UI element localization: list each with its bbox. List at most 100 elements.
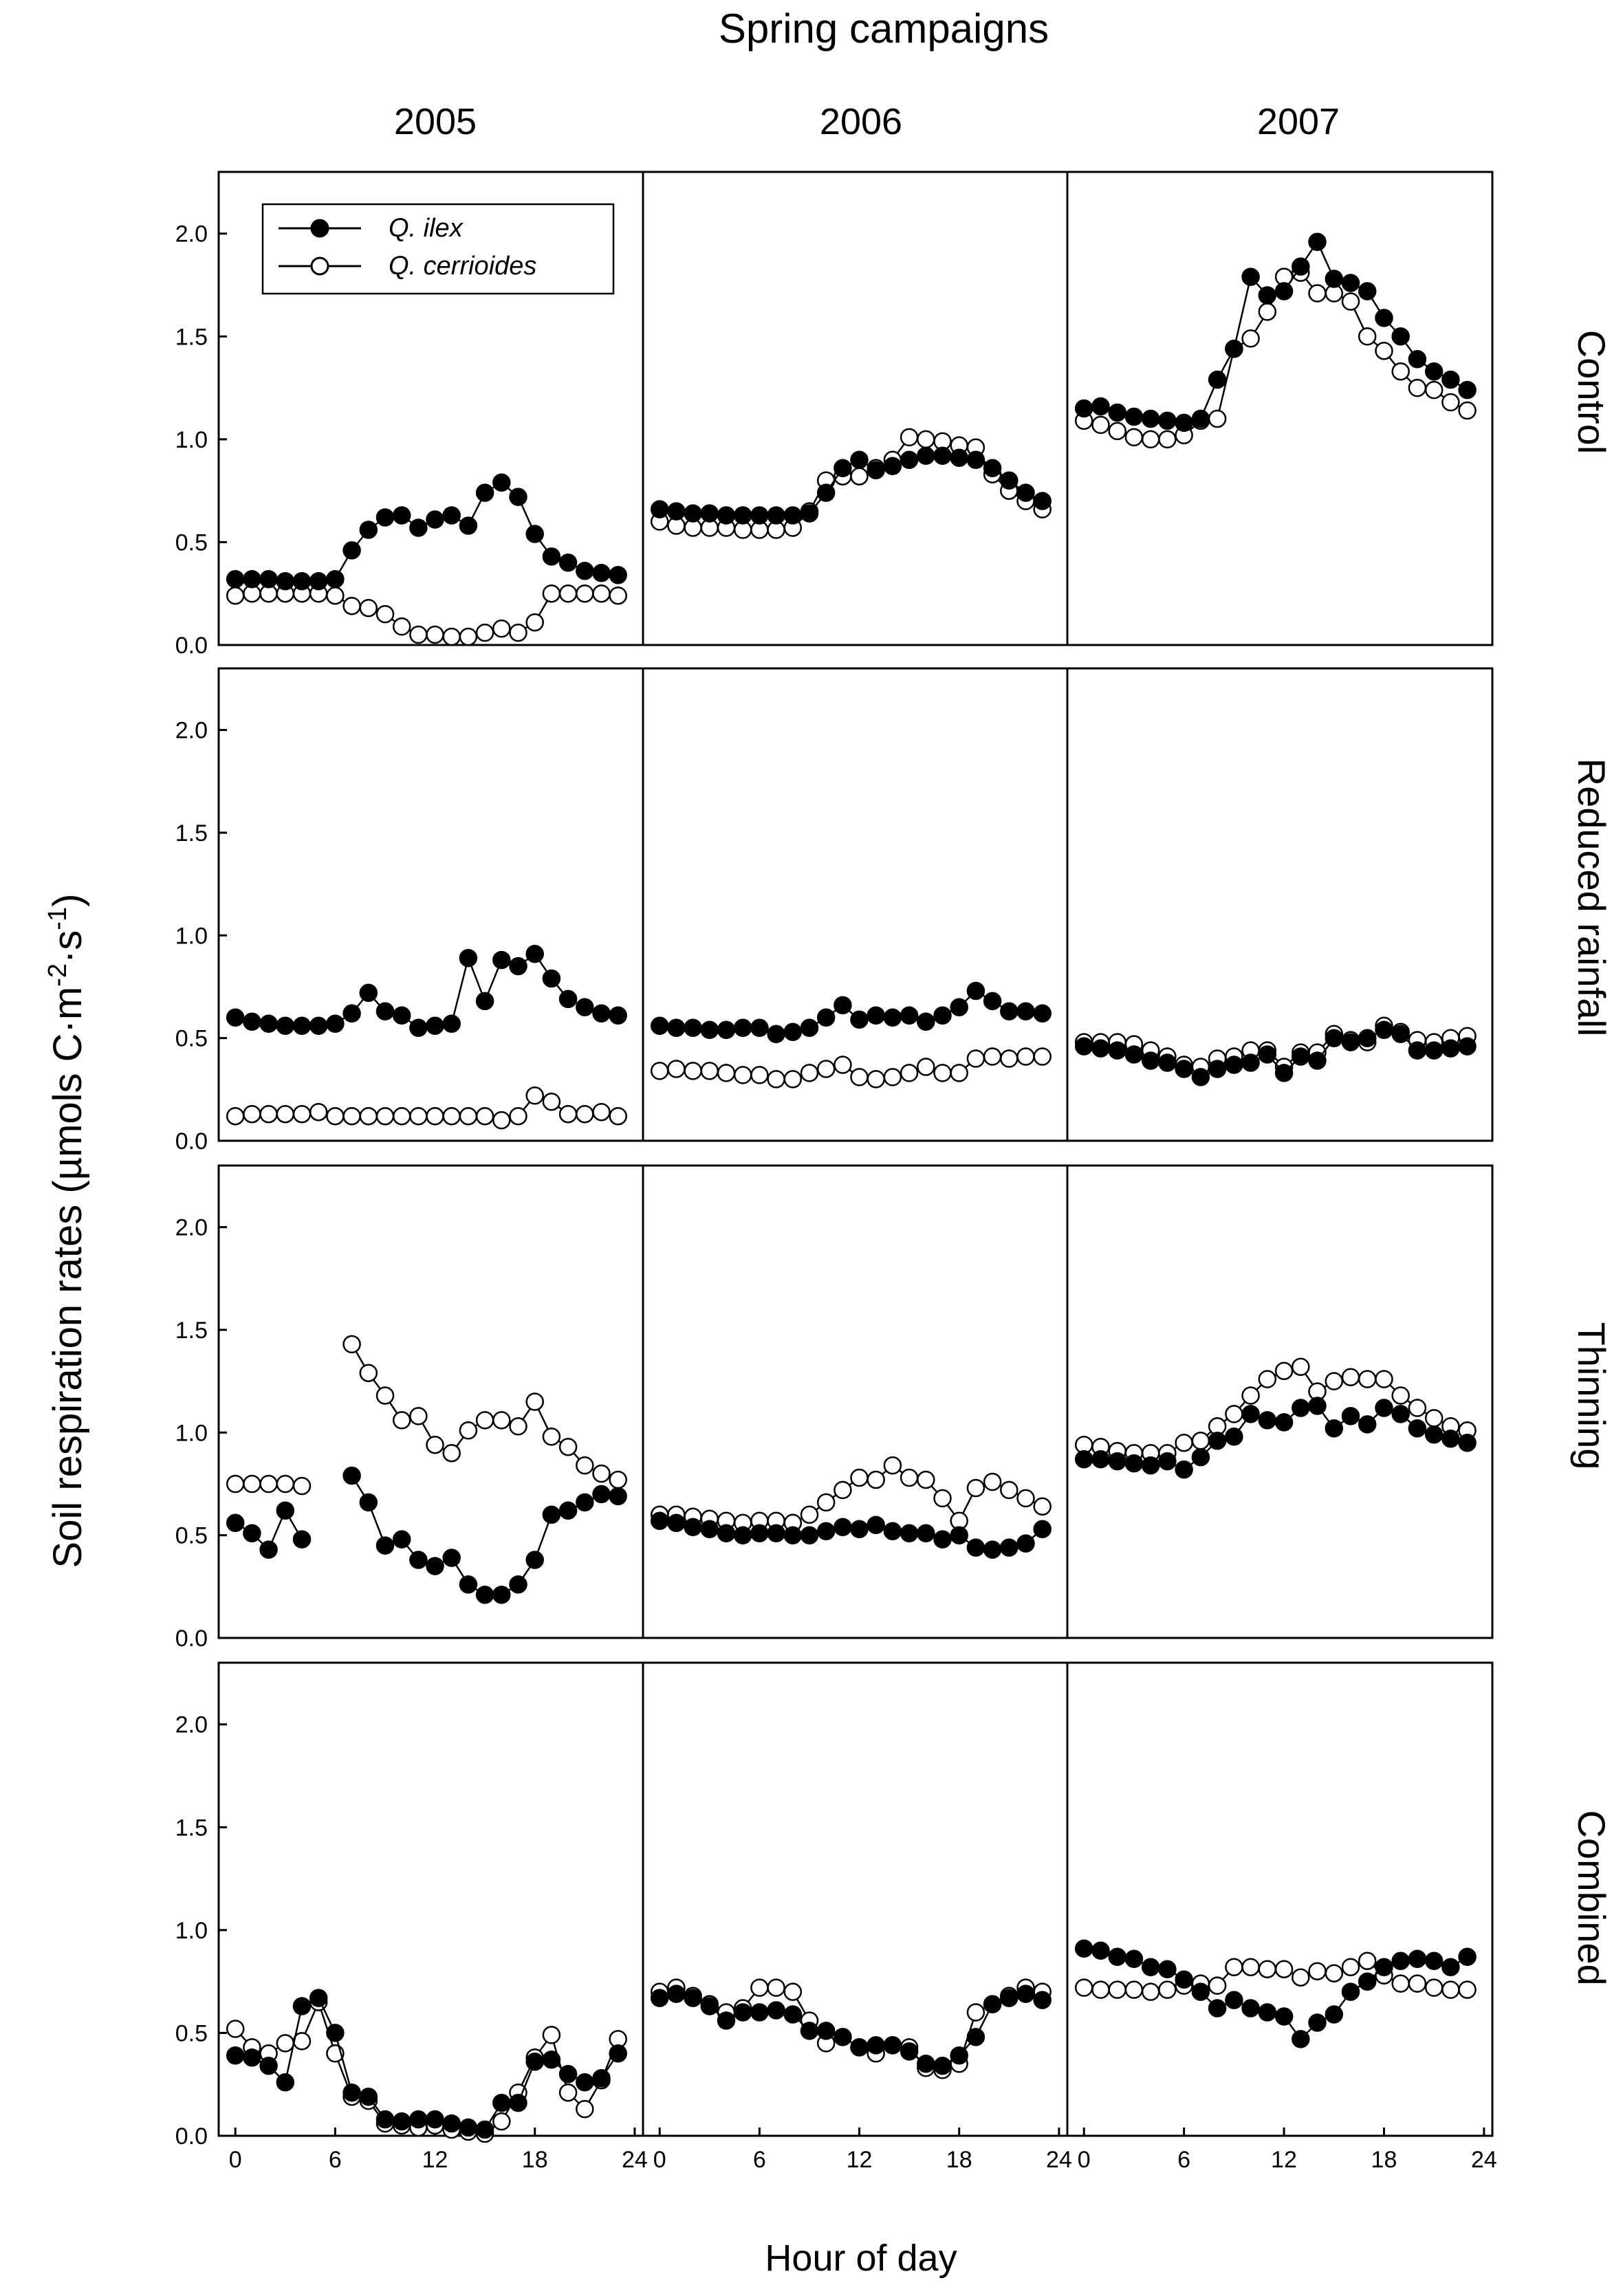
point-ilex xyxy=(883,457,902,476)
point-ilex xyxy=(509,488,527,506)
point-cerrioides xyxy=(750,1066,769,1084)
point-cerrioides xyxy=(1458,1980,1477,1999)
y-tick-label: 0.0 xyxy=(175,1626,208,1652)
x-tick-label: 6 xyxy=(753,2147,766,2173)
point-ilex xyxy=(650,500,669,518)
legend-marker-ilex xyxy=(310,219,329,238)
point-cerrioides xyxy=(783,1070,803,1089)
point-ilex xyxy=(492,2093,511,2112)
x-tick-label: 18 xyxy=(1371,2147,1397,2173)
point-ilex xyxy=(309,1016,328,1035)
point-ilex xyxy=(1258,1411,1277,1430)
y-tick-label: 0.5 xyxy=(175,529,208,556)
point-ilex xyxy=(459,2118,478,2137)
point-ilex xyxy=(359,521,378,539)
point-cerrioides xyxy=(609,1470,627,1489)
point-ilex xyxy=(917,1012,935,1031)
y-axis-label: Soil respiration rates (µmols C·m-2·s-1) xyxy=(43,894,90,1568)
point-ilex xyxy=(1033,1991,1052,2009)
point-ilex xyxy=(1208,370,1227,389)
point-cerrioides xyxy=(950,1064,968,1082)
point-ilex xyxy=(966,981,985,1001)
point-ilex xyxy=(850,1520,869,1538)
point-ilex xyxy=(667,502,686,521)
point-cerrioides xyxy=(492,619,511,638)
point-ilex xyxy=(1391,327,1410,346)
point-ilex xyxy=(767,1524,785,1542)
point-cerrioides xyxy=(1308,1962,1327,1980)
point-cerrioides xyxy=(1033,1497,1052,1516)
point-cerrioides xyxy=(226,1474,245,1494)
panel-r0c0: 0.0 0.5 1.0 1.5 2.0 xyxy=(175,171,644,659)
point-ilex xyxy=(1033,1520,1052,1538)
point-ilex xyxy=(1191,1447,1210,1467)
point-ilex xyxy=(1091,1941,1110,1960)
point-cerrioides xyxy=(733,1066,752,1084)
point-cerrioides xyxy=(800,1505,819,1524)
point-cerrioides xyxy=(1191,1432,1210,1450)
point-ilex xyxy=(800,1018,819,1037)
point-cerrioides xyxy=(542,1428,561,1446)
point-ilex xyxy=(276,572,295,591)
point-ilex xyxy=(1258,286,1277,305)
point-ilex xyxy=(492,950,511,970)
point-cerrioides xyxy=(1241,329,1260,348)
point-ilex xyxy=(342,1004,361,1023)
plot-area: 0.0 0.5 1.0 1.5 2.0 0.0 0.5 1.0 1.5 2.0 0.0 0.5 1.0 1… xyxy=(175,171,1497,2173)
point-ilex xyxy=(1358,1972,1377,1991)
y-tick-label: 0.5 xyxy=(175,1026,208,1052)
panel-frame xyxy=(1066,667,1494,1142)
panel-r0c2 xyxy=(1066,171,1494,646)
point-cerrioides xyxy=(1175,1433,1193,1452)
point-cerrioides xyxy=(509,623,527,642)
point-cerrioides xyxy=(1375,1370,1393,1388)
point-cerrioides xyxy=(492,2112,511,2131)
point-cerrioides xyxy=(900,1064,919,1082)
point-ilex xyxy=(392,2112,411,2131)
point-cerrioides xyxy=(850,1468,869,1487)
point-cerrioides xyxy=(342,596,361,615)
point-ilex xyxy=(900,1524,919,1542)
point-ilex xyxy=(966,1538,985,1557)
point-ilex xyxy=(525,1551,544,1569)
point-ilex xyxy=(326,2024,345,2042)
point-cerrioides xyxy=(783,1982,803,2001)
point-ilex xyxy=(1033,492,1052,510)
point-ilex xyxy=(1091,1039,1110,1058)
point-ilex xyxy=(576,562,594,580)
panel-r3c0: 0.0 0.5 1.0 1.5 2.0 0 6 12 18 24 xyxy=(175,1661,648,2173)
point-cerrioides xyxy=(1274,1362,1294,1380)
point-cerrioides xyxy=(900,428,919,447)
point-ilex xyxy=(375,1536,395,1555)
point-ilex xyxy=(933,1006,952,1025)
point-ilex xyxy=(292,1530,312,1549)
point-ilex xyxy=(442,1014,461,1033)
point-ilex xyxy=(243,1524,261,1542)
point-cerrioides xyxy=(442,627,461,646)
point-ilex xyxy=(1208,1999,1227,2018)
point-ilex xyxy=(1258,1045,1277,1064)
chart-title: Spring campaigns xyxy=(719,6,1049,52)
point-ilex xyxy=(1108,1452,1126,1471)
point-cerrioides xyxy=(1258,1960,1277,1978)
x-tick-label: 18 xyxy=(522,2147,548,2173)
point-ilex xyxy=(558,554,578,572)
point-cerrioides xyxy=(226,1106,245,1126)
point-cerrioides xyxy=(1441,393,1460,412)
column-label-2007: 2007 xyxy=(1257,101,1340,142)
point-ilex xyxy=(1074,1450,1093,1469)
point-cerrioides xyxy=(342,1106,361,1126)
point-ilex xyxy=(375,2110,395,2129)
point-ilex xyxy=(700,1520,719,1538)
point-cerrioides xyxy=(576,584,594,603)
point-cerrioides xyxy=(1225,1958,1243,1976)
point-ilex xyxy=(1124,1949,1144,1968)
point-cerrioides xyxy=(326,586,345,605)
point-ilex xyxy=(1308,232,1327,251)
point-ilex xyxy=(834,459,852,477)
point-cerrioides xyxy=(243,1104,261,1124)
point-cerrioides xyxy=(459,1106,478,1126)
point-ilex xyxy=(783,1526,803,1544)
point-cerrioides xyxy=(426,1435,444,1454)
point-cerrioides xyxy=(525,1086,544,1105)
